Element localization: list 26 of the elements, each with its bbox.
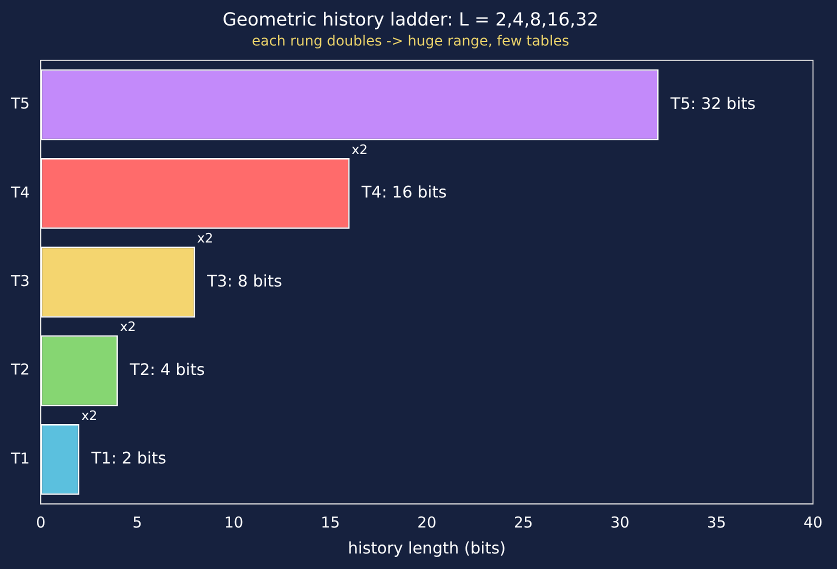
y-tick-label: T2 [10,360,30,379]
data-label: T3: 8 bits [206,271,282,290]
annotation: x2 [352,142,368,158]
x-tick-label: 40 [803,514,823,532]
y-tick-label: T3 [10,272,30,290]
annotation: x2 [81,408,98,424]
x-tick-label: 30 [610,514,630,532]
data-label: T1: 2 bits [90,448,166,468]
x-tick-label: 10 [224,514,244,532]
annotation: x2 [120,320,136,336]
chart-title: Geometric history ladder: L = 2,4,8,16,32 [222,9,598,30]
y-tick-label: T4 [10,183,30,202]
x-tick-label: 25 [514,514,533,532]
x-tick-label: 35 [706,514,726,532]
x-tick-label: 5 [132,514,142,532]
annotation: x2 [197,232,214,247]
x-tick-label: 0 [36,514,46,532]
x-tick-label: 15 [320,514,340,532]
x-axis-title: history length (bits) [348,538,506,558]
data-label: T2: 4 bits [128,360,205,379]
chart-subtitle: each rung doubles -> huge range, few tables [252,34,570,50]
y-tick-label: T1 [10,449,30,468]
y-tick-label: T5 [10,94,30,113]
data-label: T4: 16 bits [360,182,447,202]
x-tick-label: 20 [417,514,436,532]
data-label: T5: 32 bits [670,94,756,113]
